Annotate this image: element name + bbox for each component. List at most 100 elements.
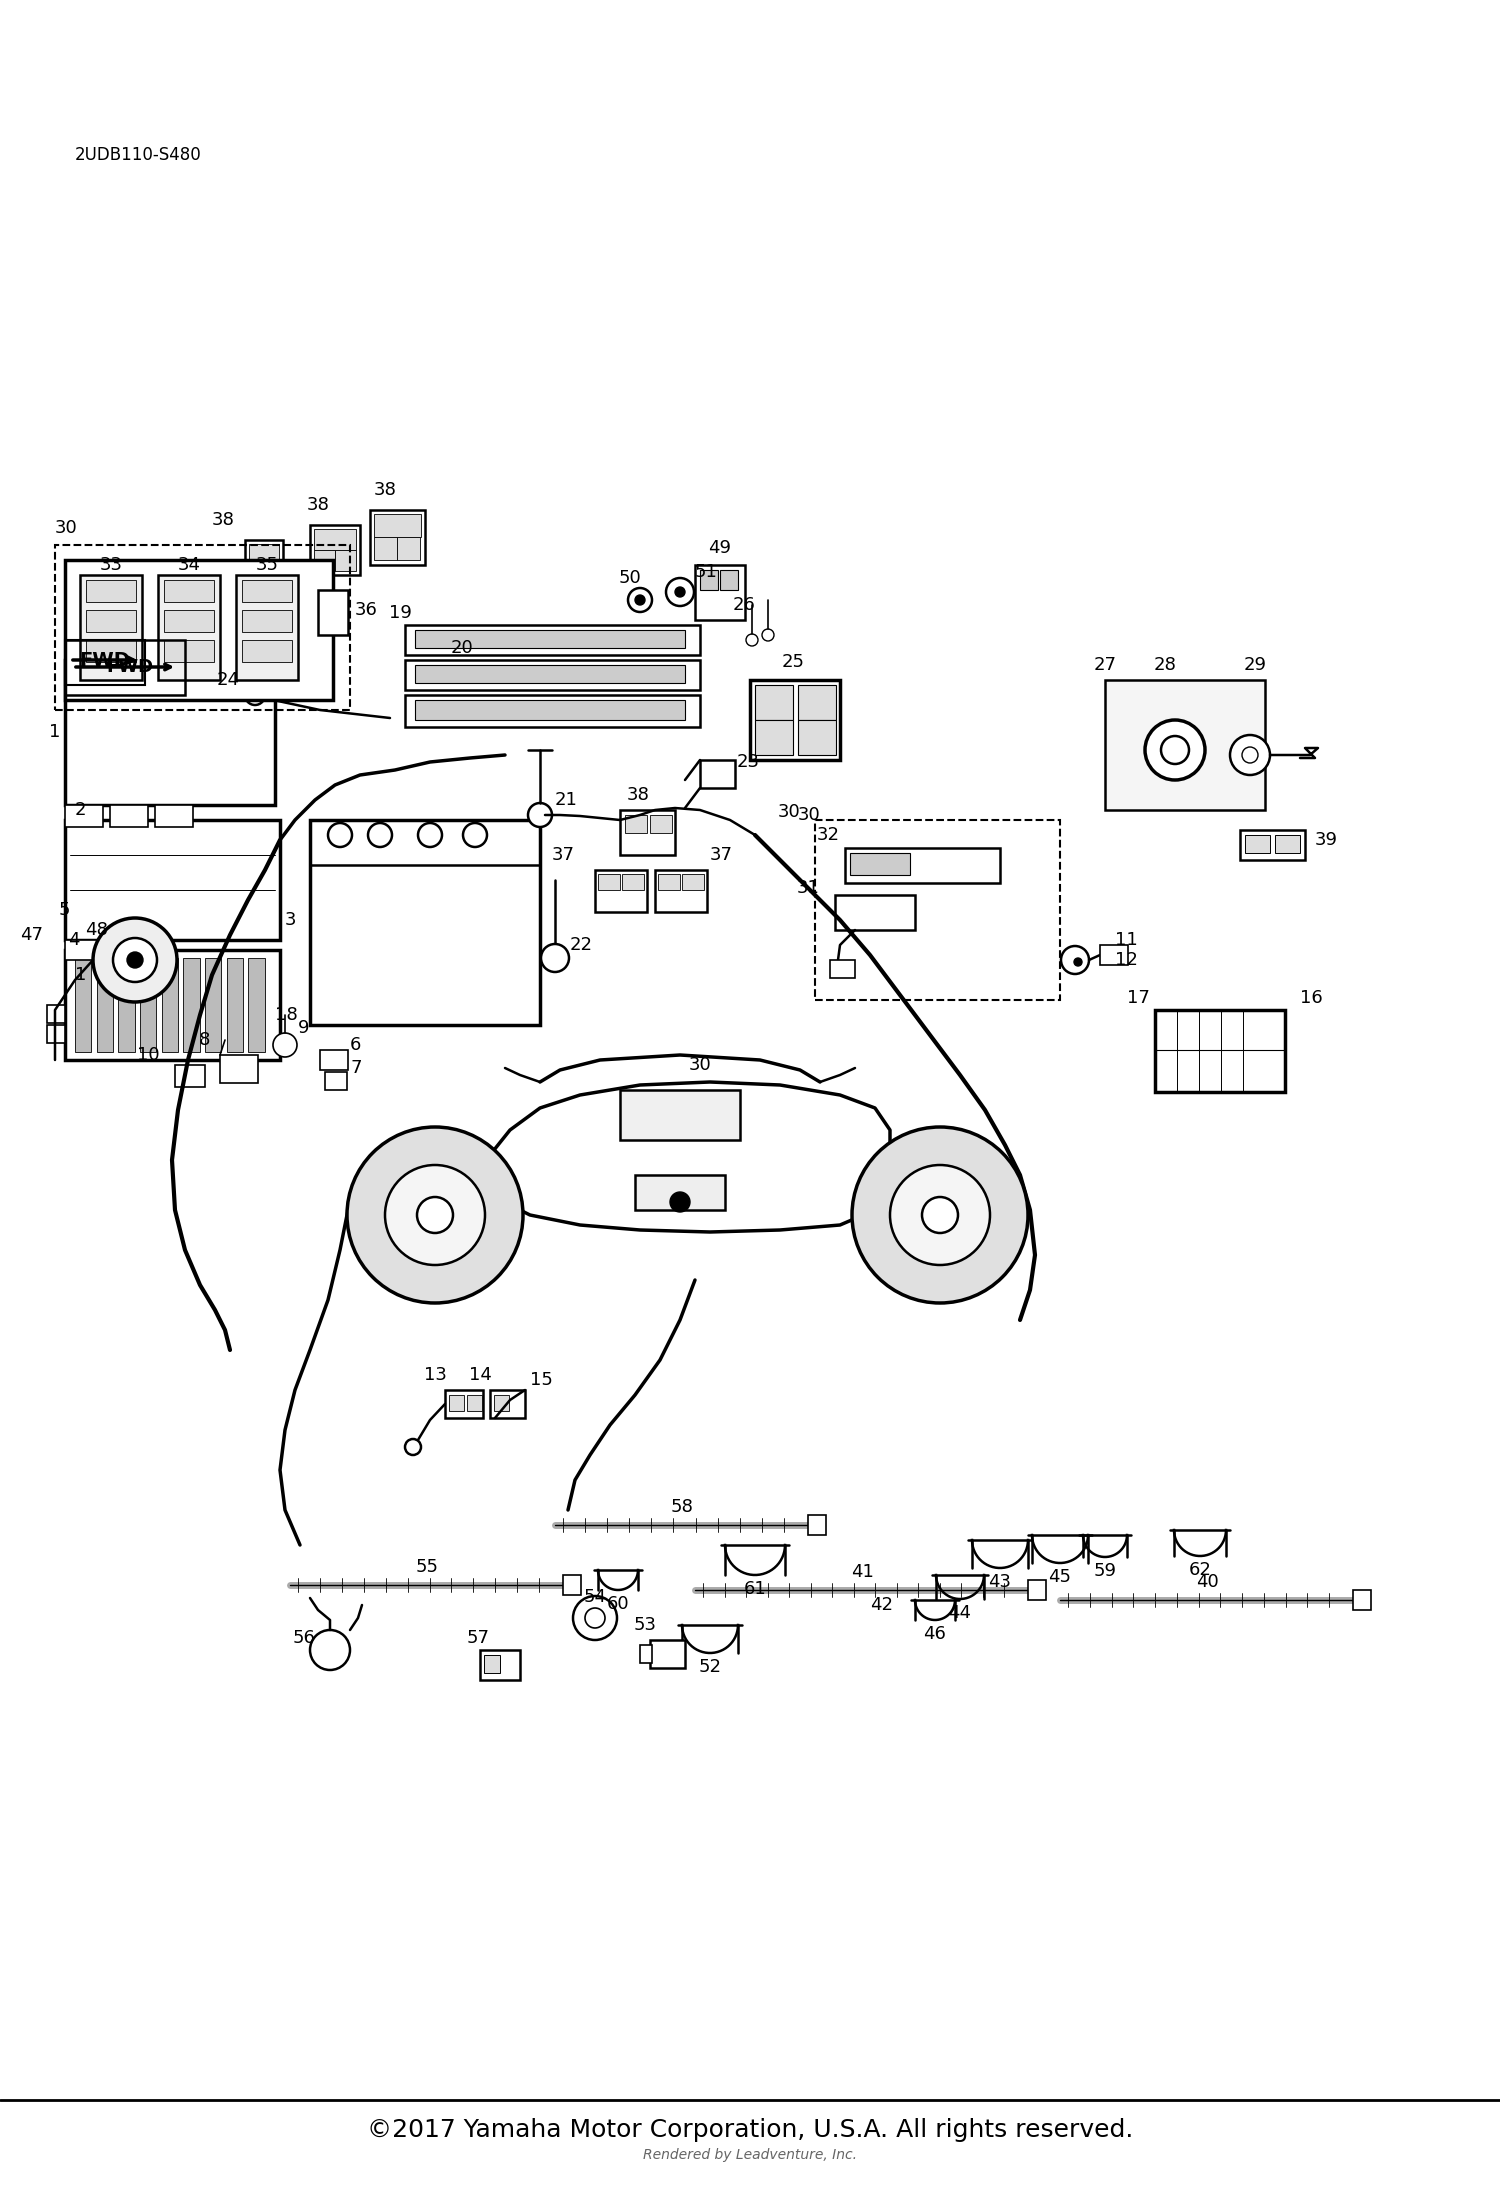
Bar [314,551,334,571]
Bar [64,640,146,684]
Circle shape [464,822,488,846]
Bar [596,870,646,912]
Circle shape [244,684,266,706]
Text: 56: 56 [292,1629,315,1646]
Text: 50: 50 [618,568,642,588]
Text: 41: 41 [850,1563,873,1580]
Bar [318,590,348,634]
Bar [490,1390,525,1419]
Bar [164,610,214,632]
Text: 37: 37 [552,846,574,863]
Bar [1353,1589,1371,1611]
Text: ©2017 Yamaha Motor Corporation, U.S.A. All rights reserved.: ©2017 Yamaha Motor Corporation, U.S.A. A… [368,2118,1132,2142]
Circle shape [922,1198,958,1233]
Text: 33: 33 [99,555,123,575]
Bar [694,564,746,621]
Bar [815,820,1060,999]
Bar [220,1056,258,1082]
Bar [446,1390,483,1419]
Text: 1: 1 [48,724,60,741]
Circle shape [1144,719,1204,780]
Text: 46: 46 [924,1624,946,1644]
Bar [700,571,718,590]
Bar [1275,835,1300,853]
Bar [650,815,672,833]
Circle shape [1074,957,1082,966]
Circle shape [1161,737,1190,763]
Text: 7: 7 [350,1058,361,1078]
Circle shape [273,1034,297,1058]
Circle shape [128,951,142,968]
Bar [416,665,686,682]
Text: 54: 54 [584,1587,606,1607]
Text: 31: 31 [796,879,820,896]
Text: 13: 13 [423,1366,447,1384]
Text: 1: 1 [75,966,87,984]
Text: 48: 48 [86,920,108,940]
Text: 6: 6 [350,1036,361,1054]
Text: 44: 44 [948,1605,972,1622]
Bar [844,848,1000,883]
Circle shape [93,918,177,1001]
Circle shape [419,822,442,846]
Bar [682,874,703,890]
Text: 57: 57 [466,1629,489,1646]
Bar [405,695,700,728]
Text: 42: 42 [870,1596,894,1613]
Bar [310,525,360,575]
Bar [249,544,279,560]
Bar [236,575,298,680]
Bar [626,815,646,833]
Bar [64,804,104,826]
Bar [620,1091,740,1141]
Bar [466,1395,482,1410]
Bar [64,940,105,960]
Text: 12: 12 [1114,951,1138,968]
Text: 25: 25 [782,654,804,671]
Bar [118,957,135,1051]
Circle shape [346,1128,524,1303]
Text: 30: 30 [777,802,800,822]
Text: 62: 62 [1188,1561,1212,1578]
Bar [326,1071,346,1091]
Bar [448,1395,464,1410]
Bar [374,538,398,560]
Bar [46,1025,64,1043]
Bar [620,811,675,855]
Text: 29: 29 [1244,656,1266,673]
Text: 11: 11 [1114,931,1137,949]
Text: 52: 52 [699,1657,721,1677]
Bar [64,640,184,695]
Circle shape [852,1128,1028,1303]
Bar [162,957,178,1051]
Text: 61: 61 [744,1580,766,1598]
Text: 5: 5 [58,901,70,918]
Text: 28: 28 [1154,656,1176,673]
Bar [86,610,136,632]
Text: 19: 19 [388,603,411,623]
Bar [1155,1010,1286,1093]
Text: FWD: FWD [106,658,153,675]
Circle shape [386,1165,484,1266]
Circle shape [80,929,92,940]
Bar [75,957,92,1051]
Bar [370,509,424,564]
Text: 10: 10 [138,1045,160,1065]
Bar [96,957,112,1051]
Circle shape [762,630,774,640]
Bar [598,874,619,890]
Bar [658,874,680,890]
Text: 55: 55 [416,1559,438,1576]
Text: 38: 38 [627,787,650,804]
Bar [314,529,356,551]
Text: 16: 16 [1300,988,1323,1008]
Text: 2: 2 [75,800,87,820]
Bar [164,640,214,662]
Text: 47: 47 [20,927,44,944]
Circle shape [542,944,568,973]
Bar [634,1176,724,1211]
Bar [798,719,836,754]
Bar [754,719,794,754]
Bar [798,684,836,719]
Text: 2UDB110-S480: 2UDB110-S480 [75,146,201,164]
